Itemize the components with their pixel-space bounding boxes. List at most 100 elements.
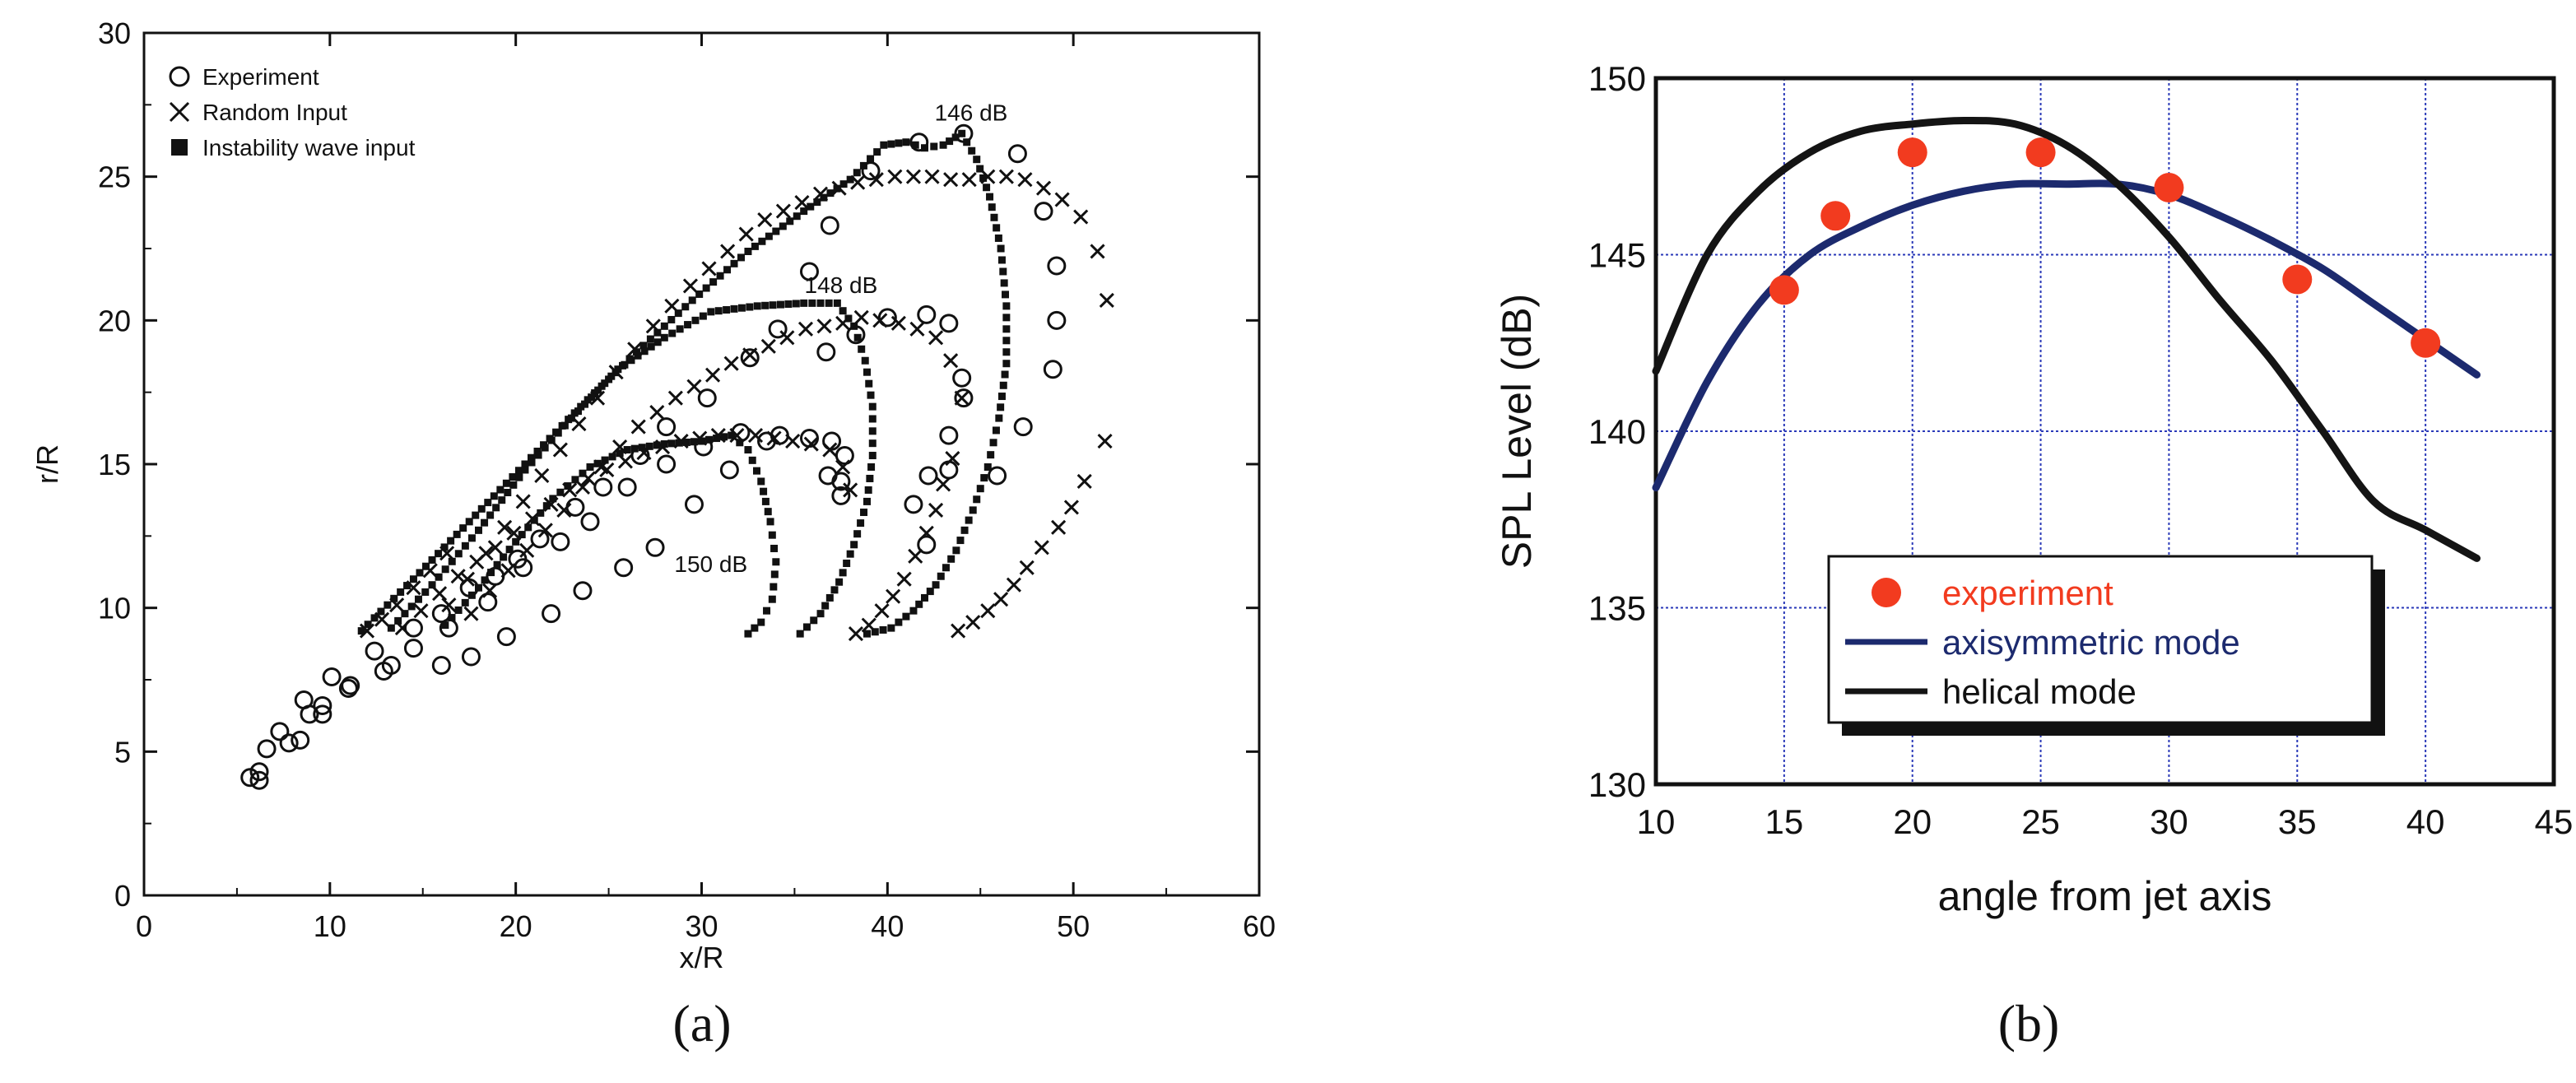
instability-wave-point xyxy=(969,506,977,514)
instability-wave-point xyxy=(640,347,649,356)
instability-wave-point xyxy=(518,531,526,539)
instability-wave-point xyxy=(691,316,700,324)
instability-wave-point xyxy=(989,439,997,447)
panel-a-legend-label: Experiment xyxy=(202,64,319,90)
instability-wave-point xyxy=(607,372,616,380)
instability-wave-point xyxy=(993,224,1001,232)
instability-wave-point xyxy=(810,616,818,625)
instability-wave-point xyxy=(1002,291,1010,299)
instability-wave-point xyxy=(807,202,815,211)
instability-wave-point xyxy=(467,534,476,542)
instability-wave-point xyxy=(492,504,500,512)
instability-wave-point xyxy=(667,315,676,323)
instability-wave-point xyxy=(370,614,379,622)
instability-wave-point xyxy=(461,598,469,607)
experiment-point xyxy=(374,662,393,681)
experiment-point xyxy=(249,770,269,790)
experiment-point xyxy=(820,216,839,235)
instability-wave-point xyxy=(868,402,876,411)
instability-wave-point xyxy=(723,266,732,274)
instability-wave-point xyxy=(937,572,945,580)
random-input-point xyxy=(868,172,884,188)
experiment-point xyxy=(431,656,451,676)
instability-wave-point xyxy=(835,578,844,586)
experiment-point xyxy=(835,446,854,466)
random-input-point xyxy=(704,367,721,383)
instability-wave-point xyxy=(846,550,854,558)
random-input-point xyxy=(1099,292,1114,308)
random-input-point xyxy=(1019,560,1035,575)
experiment-point xyxy=(657,417,677,437)
instability-wave-point xyxy=(498,496,506,504)
instability-wave-point xyxy=(776,300,784,309)
panel-b-experiment-point xyxy=(1897,137,1927,168)
random-input-point xyxy=(951,623,966,639)
instability-wave-point xyxy=(484,499,492,507)
instability-wave-point xyxy=(800,207,808,216)
instability-wave-point xyxy=(764,508,772,516)
instability-wave-point xyxy=(448,614,456,622)
instability-wave-point xyxy=(867,462,876,471)
instability-wave-point xyxy=(481,576,489,584)
experiment-point xyxy=(816,342,836,362)
instability-wave-point xyxy=(895,139,903,147)
instability-wave-point xyxy=(695,290,704,298)
instability-wave-point xyxy=(915,600,923,608)
instability-wave-point xyxy=(707,308,715,316)
experiment-point xyxy=(617,477,637,497)
instability-wave-point xyxy=(902,612,910,621)
experiment-point xyxy=(365,641,384,661)
instability-wave-point xyxy=(521,460,529,468)
instability-wave-point xyxy=(477,504,486,513)
experiment-point xyxy=(249,762,269,782)
instability-wave-point xyxy=(461,542,469,550)
experiment-point xyxy=(719,460,739,480)
instability-wave-point xyxy=(947,555,956,563)
experiment-point xyxy=(573,581,593,601)
random-input-point xyxy=(896,571,912,587)
random-input-point xyxy=(667,390,683,406)
panel-b-y-tick-label: 135 xyxy=(1588,589,1646,628)
instability-wave-point xyxy=(514,467,523,475)
panel-a-chart: 0 10 20 30 40 50 60 0 5 10 15 20 25 30 146 dB 148 dB 15… xyxy=(30,16,1276,1053)
instability-wave-point xyxy=(448,557,456,565)
instability-wave-point xyxy=(387,624,395,632)
instability-wave-point xyxy=(574,407,582,416)
random-input-point xyxy=(1097,433,1113,449)
panel-b-series-lines xyxy=(1652,116,2481,562)
random-input-point xyxy=(649,405,665,421)
instability-wave-point xyxy=(902,138,910,146)
random-input-point xyxy=(998,169,1014,184)
panel-b-x-tick-label: 30 xyxy=(2150,802,2188,841)
panel-b-experiment-point xyxy=(2154,172,2184,202)
panel-a-y-tick-label: 20 xyxy=(98,304,131,337)
random-input-point xyxy=(432,586,448,602)
instability-wave-point xyxy=(816,299,825,307)
instability-wave-point xyxy=(963,138,971,146)
random-input-point xyxy=(441,597,457,613)
instability-wave-point xyxy=(699,312,707,320)
instability-wave-point xyxy=(895,618,903,626)
instability-wave-point xyxy=(493,560,501,569)
instability-wave-point xyxy=(705,435,714,444)
panel-b-experiment-point xyxy=(1769,275,1799,305)
panel-a-series-instability-wave-input xyxy=(357,129,1011,638)
instability-wave-point xyxy=(861,356,869,365)
instability-wave-point xyxy=(581,400,589,408)
panel-b-y-axis-label: SPL Level (dB) xyxy=(1494,294,1540,569)
random-input-point xyxy=(686,379,702,394)
instability-wave-point xyxy=(645,442,653,450)
instability-wave-point xyxy=(475,583,482,592)
instability-wave-point xyxy=(639,342,648,350)
instability-wave-point xyxy=(763,607,771,615)
panel-a-y-tick-label: 0 xyxy=(114,879,131,913)
instability-wave-point xyxy=(1002,302,1011,310)
instability-wave-point xyxy=(403,582,412,590)
experiment-point xyxy=(697,388,717,408)
random-input-point xyxy=(928,330,944,346)
experiment-point xyxy=(917,304,937,324)
instability-wave-point xyxy=(779,222,787,230)
instability-wave-point xyxy=(770,544,779,552)
experiment-point xyxy=(1043,360,1062,379)
random-input-point xyxy=(872,313,888,328)
